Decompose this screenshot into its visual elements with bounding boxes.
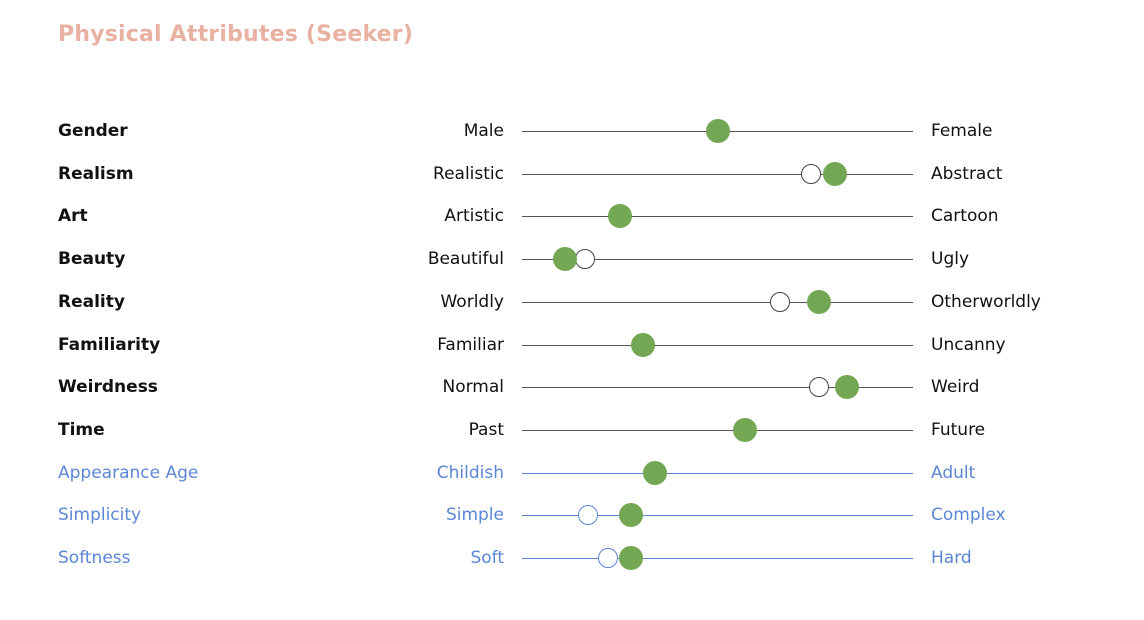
attribute-label: Familiarity [58, 334, 161, 355]
right-pole-label: Cartoon [931, 206, 999, 227]
attribute-label: Simplicity [58, 505, 142, 526]
open-marker [801, 163, 822, 184]
row-realism: Realism Realistic Abstract [0, 159, 1144, 189]
filled-marker [607, 204, 632, 229]
row-reality: Reality Worldly Otherworldly [0, 287, 1144, 317]
scale-track [522, 429, 913, 431]
right-pole-label: Female [931, 121, 993, 141]
attribute-label: Gender [58, 121, 128, 141]
scale-track [522, 472, 913, 474]
row-beauty: Beauty Beautiful Ugly [0, 244, 1144, 274]
left-pole-label: Beautiful [427, 249, 504, 270]
open-marker [574, 249, 595, 270]
right-pole-label: Adult [931, 462, 976, 483]
open-marker [809, 377, 830, 398]
filled-marker [631, 332, 656, 357]
left-pole-label: Soft [470, 548, 504, 568]
left-pole-label: Male [463, 121, 504, 141]
right-pole-label: Future [931, 419, 986, 440]
attribute-label: Softness [58, 548, 131, 568]
attribute-label: Appearance Age [58, 462, 199, 483]
filled-marker [834, 375, 859, 400]
filled-marker [822, 161, 847, 186]
left-pole-label: Realistic [433, 163, 504, 184]
row-familiarity: Familiarity Familiar Uncanny [0, 330, 1144, 360]
page-title: Physical Attributes (Seeker) [58, 22, 414, 47]
row-art: Art Artistic Cartoon [0, 201, 1144, 231]
right-pole-label: Ugly [931, 249, 970, 270]
row-gender: Gender Male Female [0, 116, 1144, 146]
right-pole-label: Complex [931, 505, 1006, 526]
attribute-label: Art [58, 206, 88, 227]
filled-marker [619, 503, 644, 528]
attribute-label: Beauty [58, 249, 126, 270]
filled-marker [732, 417, 757, 442]
attribute-label: Weirdness [58, 377, 158, 398]
scale-track [522, 344, 913, 346]
right-pole-label: Otherworldly [931, 291, 1041, 312]
right-pole-label: Uncanny [931, 334, 1006, 355]
left-pole-label: Worldly [440, 291, 504, 312]
right-pole-label: Weird [931, 377, 980, 398]
filled-marker [642, 460, 667, 485]
filled-marker [553, 247, 577, 272]
right-pole-label: Hard [931, 548, 972, 568]
attribute-label: Reality [58, 291, 125, 312]
scale-track [522, 301, 913, 303]
attribute-label: Realism [58, 163, 134, 184]
row-appearance-age: Appearance Age Childish Adult [0, 458, 1144, 488]
scale-track [522, 515, 913, 517]
attribute-label: Time [58, 419, 105, 440]
filled-marker [807, 289, 832, 314]
row-weirdness: Weirdness Normal Weird [0, 372, 1144, 402]
left-pole-label: Normal [442, 377, 504, 398]
scale-track [522, 216, 913, 218]
left-pole-label: Artistic [444, 206, 504, 227]
filled-marker [705, 119, 730, 143]
scale-track [522, 558, 913, 559]
left-pole-label: Familiar [437, 334, 504, 355]
scale-track [522, 173, 913, 175]
left-pole-label: Childish [436, 462, 504, 483]
row-simplicity: Simplicity Simple Complex [0, 500, 1144, 530]
scale-track [522, 387, 913, 389]
row-softness: Softness Soft Hard [0, 543, 1144, 573]
open-marker [578, 505, 599, 526]
open-marker [770, 291, 791, 312]
right-pole-label: Abstract [931, 163, 1003, 184]
row-time: Time Past Future [0, 415, 1144, 445]
left-pole-label: Past [468, 419, 504, 440]
open-marker [598, 548, 619, 568]
left-pole-label: Simple [445, 505, 504, 526]
scale-track [522, 259, 913, 261]
filled-marker [619, 546, 644, 570]
